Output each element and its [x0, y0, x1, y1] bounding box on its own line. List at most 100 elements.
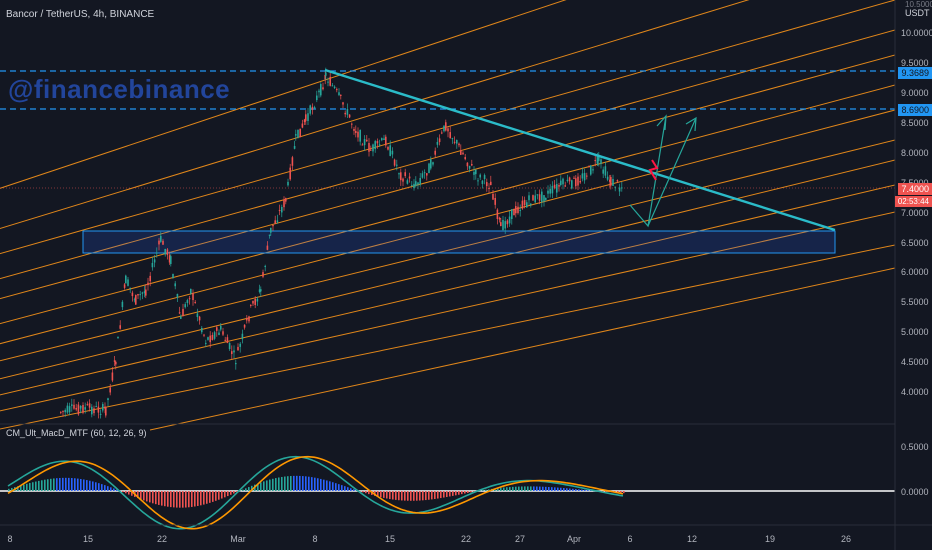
candle-body-23 [107, 398, 109, 401]
candle-body-117 [301, 123, 304, 128]
macd-hist-bar-12 [44, 479, 46, 491]
candle-body-105 [276, 220, 279, 223]
price-tick-label-7: 6.5000 [901, 238, 929, 248]
candle-body-176 [426, 173, 428, 176]
candle-body-135 [338, 92, 340, 96]
trendline-group [324, 68, 836, 232]
candle-body-14 [88, 403, 91, 408]
candle-body-196 [468, 165, 471, 169]
macd-hist-bar-149 [455, 491, 457, 496]
candle-body-69 [201, 327, 203, 333]
macd-hist-bar-96 [296, 475, 298, 491]
candle-body-128 [324, 74, 326, 80]
candle-body-124 [316, 95, 318, 101]
currency-label: USDT [905, 8, 930, 18]
candle-body-144 [357, 131, 359, 138]
fan-line-12 [149, 267, 896, 431]
candle-body-178 [430, 159, 432, 169]
candle-body-198 [473, 171, 475, 175]
time-label-2: 22 [157, 534, 167, 544]
candle-body-129 [325, 72, 327, 76]
candle-body-160 [391, 150, 394, 155]
time-label-7: 27 [515, 534, 525, 544]
macd-hist-bar-89 [275, 478, 277, 491]
candle-body-90 [246, 318, 248, 321]
macd-hist-bar-126 [386, 491, 388, 499]
candle-body-39 [139, 294, 141, 296]
macd-hist-bar-180 [548, 486, 550, 491]
macd-hist-bar-66 [206, 491, 208, 504]
candle-body-126 [320, 84, 322, 96]
macd-hist-bar-72 [224, 491, 226, 498]
candle-body-110 [287, 181, 289, 186]
candle-body-165 [402, 178, 404, 182]
candle-body-121 [309, 105, 311, 114]
candle-body-152 [374, 141, 376, 150]
candle-body-107 [281, 206, 283, 213]
macd-hist-bar-153 [467, 491, 469, 493]
macd-hist-bar-150 [458, 491, 460, 495]
macd-hist-bar-6 [26, 483, 28, 491]
candle-body-206 [490, 181, 492, 186]
macd-hist-bar-73 [227, 491, 229, 497]
signal-line [7, 455, 624, 530]
macd-hist-bar-184 [560, 487, 562, 491]
candle-body-171 [415, 181, 417, 186]
candle-body-257 [598, 156, 600, 161]
macd-hist-bar-87 [269, 479, 271, 491]
candle-body-204 [486, 182, 488, 187]
candle-body-37 [135, 294, 137, 305]
macd-hist-bar-146 [446, 491, 448, 498]
candle-body-51 [164, 248, 166, 255]
candle-body-247 [577, 176, 579, 186]
macd-hist-bar-123 [377, 491, 379, 497]
candle-body-1 [62, 410, 64, 412]
candle-body-242 [566, 179, 569, 181]
candle-body-97 [260, 289, 262, 292]
macd-hist-bar-17 [59, 477, 61, 491]
macd-hist-bar-144 [440, 491, 442, 499]
macd-hist-bar-189 [575, 489, 577, 491]
macd-hist-bar-39 [125, 491, 127, 494]
candle-body-3 [66, 405, 69, 413]
candle-body-212 [502, 219, 504, 230]
macd-hist-bar-173 [527, 486, 529, 491]
candle-body-72 [207, 337, 209, 340]
candle-body-130 [327, 81, 329, 83]
macd-hist-bar-152 [464, 491, 466, 494]
time-label-6: 22 [461, 534, 471, 544]
candle-body-227 [534, 195, 536, 203]
symbol-title[interactable]: Bancor / TetherUS, 4h, BINANCE [6, 9, 155, 20]
macd-hist-bar-166 [506, 487, 508, 491]
candle-body-43 [147, 282, 149, 286]
candle-body-61 [184, 304, 186, 308]
candle-body-75 [213, 332, 216, 339]
macd-hist-bar-193 [587, 490, 589, 491]
candle-body-186 [447, 128, 449, 132]
candle-body-146 [361, 144, 364, 146]
fan-line-7 [0, 139, 896, 362]
macd-hist-bar-120 [368, 491, 370, 495]
macd-hist-bar-34 [110, 487, 112, 491]
time-label-9: 6 [627, 534, 632, 544]
macd-hist-bar-155 [473, 491, 475, 492]
candle-body-81 [226, 337, 229, 344]
candle-body-149 [368, 143, 370, 152]
candle-body-6 [73, 404, 75, 409]
macd-hist-bar-52 [164, 491, 166, 507]
candle-body-67 [196, 313, 199, 318]
candle-body-41 [143, 291, 146, 294]
candle-body-18 [97, 406, 100, 413]
macd-hist-bar-143 [437, 491, 439, 499]
candle-body-2 [64, 410, 66, 413]
candle-body-78 [220, 325, 222, 330]
candle-body-141 [351, 123, 353, 125]
macd-hist-bar-164 [500, 487, 502, 491]
candle-body-55 [172, 274, 174, 278]
macd-hist-bar-7 [29, 483, 31, 491]
macd-hist-bar-191 [581, 489, 583, 491]
indicator-title[interactable]: CM_Ult_MacD_MTF (60, 12, 26, 9) [6, 428, 147, 438]
